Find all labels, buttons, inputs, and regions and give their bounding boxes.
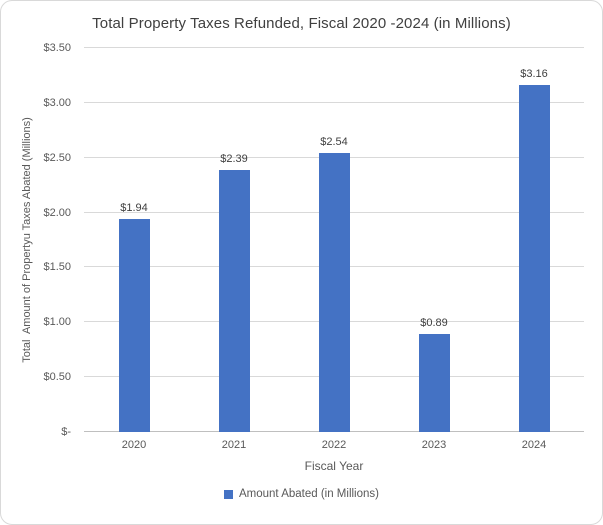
bar-2021 — [218, 169, 250, 432]
y-tick-label: $2.50 — [43, 151, 71, 164]
bar-value-label: $1.94 — [120, 202, 148, 215]
bar-value-label: $2.54 — [320, 136, 348, 149]
legend: Amount Abated (in Millions) — [1, 488, 602, 500]
x-tick-label: 2021 — [221, 439, 247, 451]
bar-value-label: $2.39 — [220, 152, 248, 165]
y-axis-tick-labels: $- $0.50 $1.00 $1.50 $2.00 $2.50 $3.00 $3.50 — [1, 42, 71, 438]
bar-value-label: $3.16 — [520, 68, 548, 81]
y-tick-label: $- — [61, 426, 71, 438]
legend-marker-icon — [224, 489, 233, 499]
chart-title: Total Property Taxes Refunded, Fiscal 20… — [92, 15, 511, 32]
x-axis-title: Fiscal Year — [304, 459, 364, 473]
y-tick-label: $2.00 — [43, 206, 71, 219]
gridline — [84, 47, 584, 48]
x-tick-label: 2023 — [421, 439, 447, 451]
y-tick-label: $0.50 — [43, 371, 71, 384]
bar-2023 — [418, 334, 450, 432]
y-tick-label: $3.50 — [43, 42, 71, 54]
bar-2022 — [318, 153, 350, 432]
x-tick-label: 2024 — [521, 439, 547, 451]
y-tick-label: $1.50 — [43, 261, 71, 274]
bar-2024 — [518, 85, 550, 432]
gridline — [84, 101, 584, 103]
bar-value-label: $0.89 — [420, 317, 448, 330]
legend-label: Amount Abated (in Millions) — [239, 488, 379, 500]
x-tick-label: 2020 — [121, 439, 147, 451]
y-tick-label: $1.00 — [43, 316, 71, 329]
x-axis-tick-labels: 2020 2021 2022 2023 2024 — [84, 439, 584, 455]
bar-2020 — [118, 219, 150, 432]
x-tick-label: 2022 — [321, 439, 347, 451]
plot-area: $1.94 $2.39 $2.54 $0.89 $3.16 — [84, 47, 584, 432]
y-tick-label: $3.00 — [43, 96, 71, 109]
